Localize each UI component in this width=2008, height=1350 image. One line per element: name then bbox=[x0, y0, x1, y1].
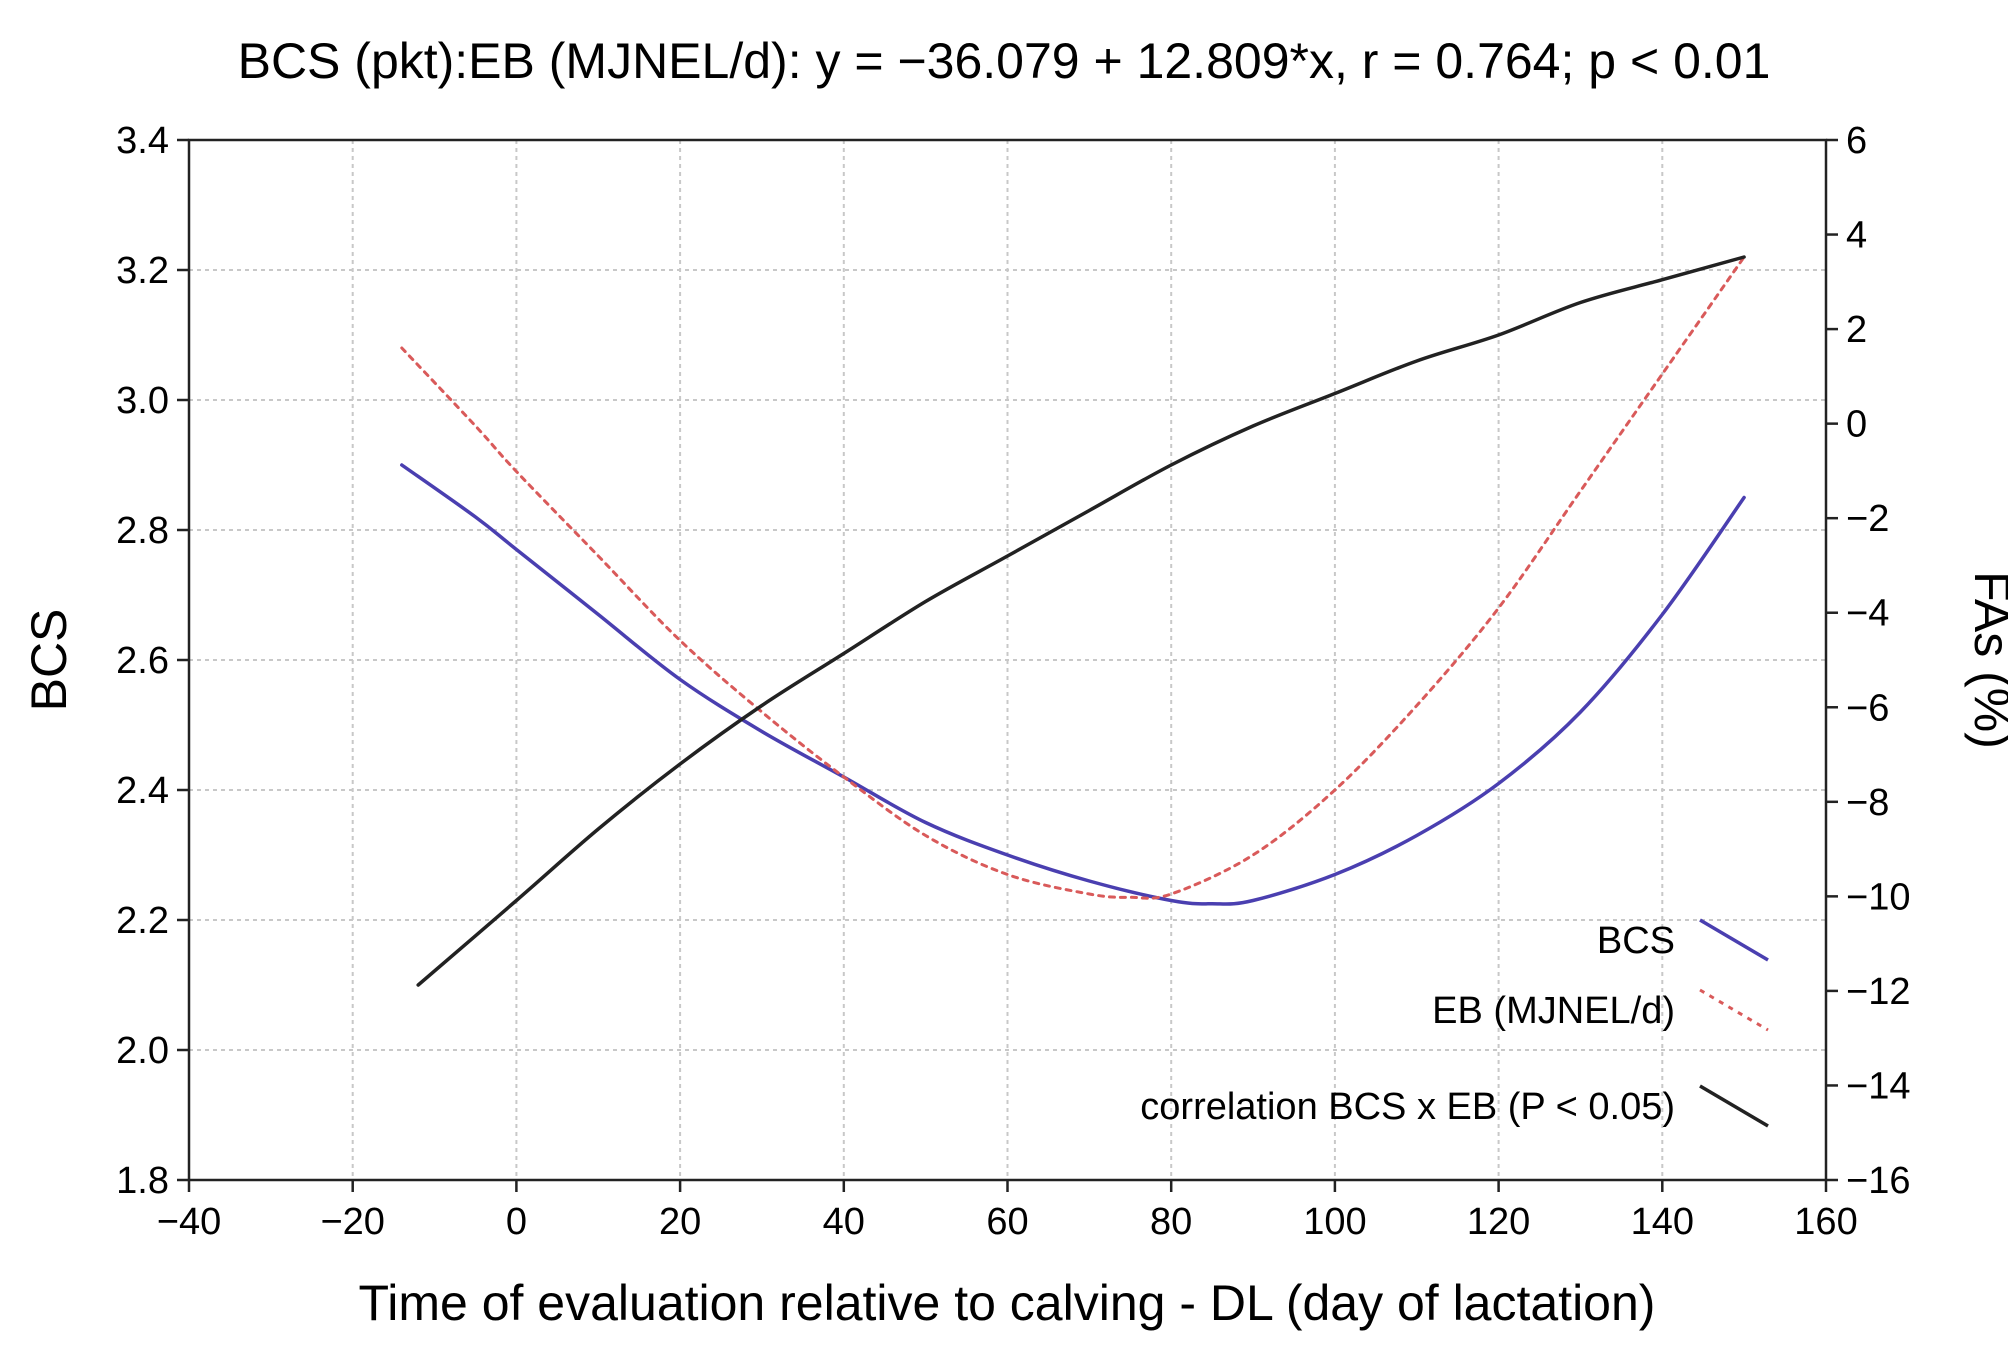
y-tick-label: 2.0 bbox=[116, 1030, 169, 1072]
y2-tick-label: −14 bbox=[1846, 1065, 1910, 1107]
y2-tick-label: 2 bbox=[1846, 309, 1867, 351]
chart-title: BCS (pkt):EB (MJNEL/d): y = −36.079 + 12… bbox=[238, 33, 1771, 89]
x-tick-label: −40 bbox=[157, 1201, 221, 1243]
y-tick-label: 2.4 bbox=[116, 770, 169, 812]
y-tick-label: 2.2 bbox=[116, 900, 169, 942]
y2-tick-label: −8 bbox=[1846, 782, 1889, 824]
y-axis-ticks: 1.8 2.0 2.2 2.4 2.6 2.8 3.0 3.2 3.4 bbox=[116, 120, 189, 1202]
y2-tick-label: −10 bbox=[1846, 876, 1910, 918]
legend-swatch-eb-mjnel-d bbox=[1699, 988, 1769, 1032]
x-tick-label: −20 bbox=[320, 1201, 384, 1243]
y-tick-label: 1.8 bbox=[116, 1160, 169, 1202]
y2-axis-ticks: −16 −14 −12 −10 −8 −6 −4 −2 0 2 4 6 bbox=[1826, 120, 1910, 1202]
x-axis-title: Time of evaluation relative to calving -… bbox=[359, 1275, 1656, 1331]
legend-label-eb-mjnel-d: EB (MJNEL/d) bbox=[1432, 990, 1675, 1032]
legend: BCS EB (MJNEL/d) correlation BCS x EB (P <… bbox=[1140, 918, 1769, 1128]
series-line-bcs bbox=[400, 463, 1746, 906]
y-tick-label: 2.6 bbox=[116, 640, 169, 682]
x-tick-label: 40 bbox=[823, 1201, 865, 1243]
y2-axis-title: FAs (%) bbox=[1964, 571, 2008, 749]
series-lines bbox=[400, 255, 1746, 987]
x-axis-ticks: −40 −20 0 20 40 60 80 100 120 140 160 bbox=[157, 1180, 1858, 1243]
x-tick-label: 60 bbox=[986, 1201, 1028, 1243]
x-tick-label: 140 bbox=[1631, 1201, 1694, 1243]
x-tick-label: 100 bbox=[1303, 1201, 1366, 1243]
y-tick-label: 3.4 bbox=[116, 120, 169, 162]
series-line-correlation-bcs-x-eb-p-0-05 bbox=[416, 255, 1746, 987]
y2-tick-label: −16 bbox=[1846, 1160, 1910, 1202]
legend-swatch-bcs bbox=[1699, 918, 1769, 962]
y2-tick-label: −6 bbox=[1846, 687, 1889, 729]
legend-label-correlation-bcs-x-eb-p-0-05: correlation BCS x EB (P < 0.05) bbox=[1140, 1086, 1675, 1128]
legend-label-bcs: BCS bbox=[1597, 920, 1675, 962]
y2-tick-label: −4 bbox=[1846, 593, 1889, 635]
x-tick-label: 20 bbox=[659, 1201, 701, 1243]
x-tick-label: 80 bbox=[1150, 1201, 1192, 1243]
y-axis-title: BCS bbox=[21, 609, 77, 712]
y2-tick-label: −12 bbox=[1846, 971, 1910, 1013]
series-line-eb-mjnel-d bbox=[400, 255, 1746, 900]
y-tick-label: 2.8 bbox=[116, 510, 169, 552]
y-tick-label: 3.0 bbox=[116, 380, 169, 422]
y2-tick-label: −2 bbox=[1846, 498, 1889, 540]
gridlines bbox=[189, 140, 1826, 1180]
y2-tick-label: 0 bbox=[1846, 404, 1867, 446]
x-tick-label: 0 bbox=[506, 1201, 527, 1243]
y2-tick-label: 6 bbox=[1846, 120, 1867, 162]
x-tick-label: 160 bbox=[1794, 1201, 1857, 1243]
legend-swatch-correlation-bcs-x-eb-p-0-05 bbox=[1699, 1084, 1769, 1128]
y2-tick-label: 4 bbox=[1846, 215, 1867, 257]
x-tick-label: 120 bbox=[1467, 1201, 1530, 1243]
y-tick-label: 3.2 bbox=[116, 250, 169, 292]
